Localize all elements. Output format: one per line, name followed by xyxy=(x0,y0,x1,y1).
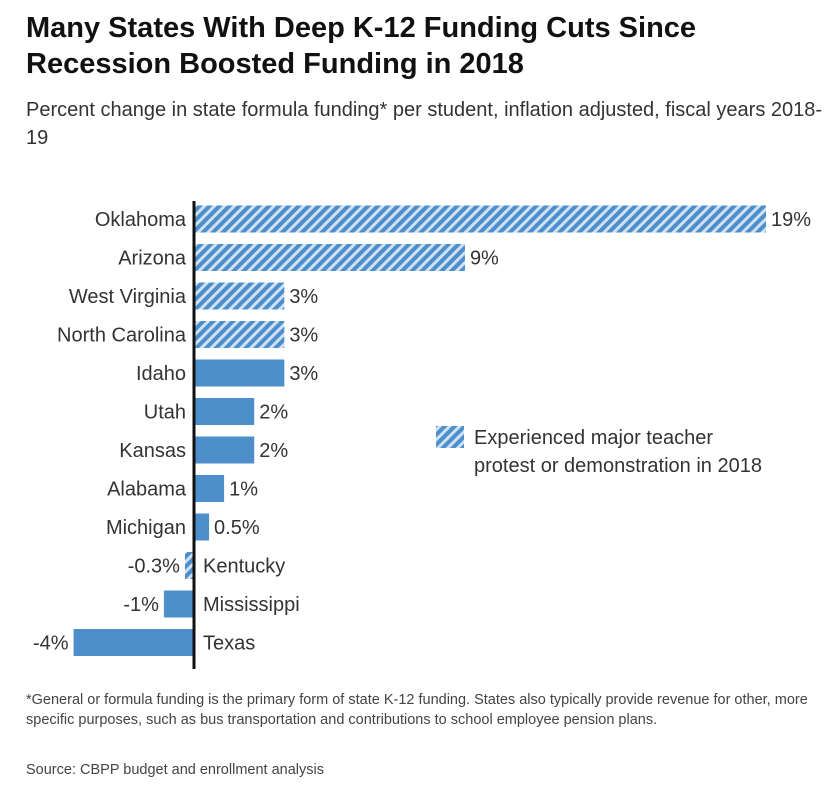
value-label-north-carolina: 3% xyxy=(289,325,318,347)
bar-oklahoma xyxy=(194,205,766,233)
bar-west-virginia xyxy=(194,282,285,310)
value-label-west-virginia: 3% xyxy=(289,286,318,308)
value-label-mississippi: -1% xyxy=(123,594,159,616)
value-label-michigan: 0.5% xyxy=(214,517,260,539)
legend-label-line2: protest or demonstration in 2018 xyxy=(474,455,762,477)
bar-north-carolina xyxy=(194,321,285,348)
value-label-oklahoma: 19% xyxy=(771,209,811,231)
category-label-idaho: Idaho xyxy=(136,363,186,385)
value-label-idaho: 3% xyxy=(289,363,318,385)
category-label-mississippi: Mississippi xyxy=(203,594,300,616)
category-label-kentucky: Kentucky xyxy=(203,556,285,578)
bar-michigan xyxy=(194,513,210,541)
chart-subtitle: Percent change in state formula funding*… xyxy=(26,99,823,149)
footnote: *General or formula funding is the prima… xyxy=(26,692,808,728)
category-label-alabama: Alabama xyxy=(107,479,187,501)
category-label-kansas: Kansas xyxy=(119,440,186,462)
legend-label-line1: Experienced major teacher xyxy=(474,427,713,449)
category-label-utah: Utah xyxy=(144,402,186,424)
legend-swatch xyxy=(436,426,464,448)
bar-kentucky xyxy=(184,552,194,579)
category-label-michigan: Michigan xyxy=(106,517,186,539)
source-note: Source: CBPP budget and enrollment analy… xyxy=(26,762,324,778)
bar-alabama xyxy=(194,475,225,502)
category-label-arizona: Arizona xyxy=(118,248,187,270)
legend: Experienced major teacher protest or dem… xyxy=(436,426,762,477)
bar-chart: Oklahoma 19% Arizona 9% West Virginia 3% North… xyxy=(33,201,811,669)
value-label-texas: -4% xyxy=(33,633,69,655)
value-label-utah: 2% xyxy=(259,402,288,424)
category-label-west-virginia: West Virginia xyxy=(69,286,187,308)
chart-title: Many States With Deep K-12 Funding Cuts … xyxy=(26,12,697,80)
category-label-oklahoma: Oklahoma xyxy=(95,209,187,231)
bar-utah xyxy=(194,398,255,425)
bar-arizona xyxy=(194,244,465,271)
value-label-kentucky: -0.3% xyxy=(128,556,180,578)
value-label-alabama: 1% xyxy=(229,479,258,501)
category-label-texas: Texas xyxy=(203,633,255,655)
bar-mississippi xyxy=(163,590,194,618)
bar-idaho xyxy=(194,359,285,387)
bar-kansas xyxy=(194,436,255,464)
value-label-arizona: 9% xyxy=(470,248,499,270)
bar-texas xyxy=(73,629,194,656)
category-label-north-carolina: North Carolina xyxy=(57,325,187,347)
value-label-kansas: 2% xyxy=(259,440,288,462)
